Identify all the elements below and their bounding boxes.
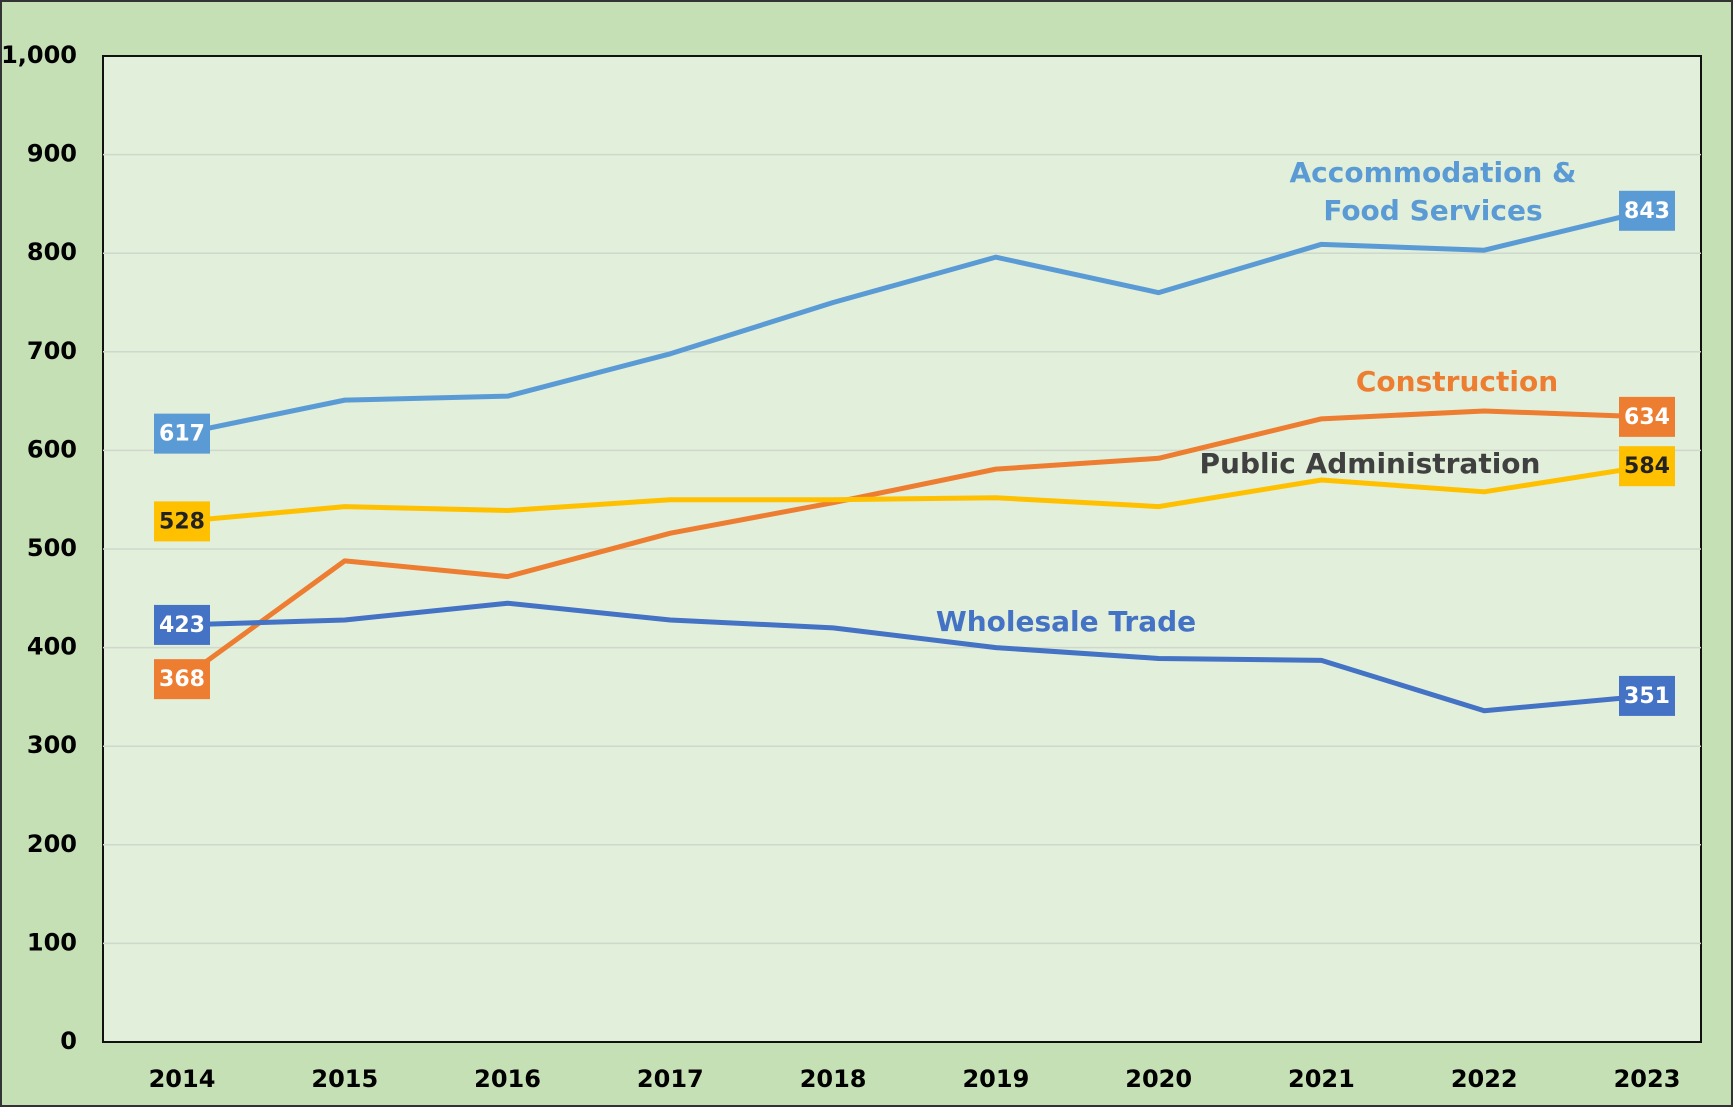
value-label: 368 [159,667,205,692]
series-label: Public Administration [1199,447,1541,480]
value-label-box [154,659,210,700]
value-label-box [1619,190,1675,231]
value-label-box [1619,446,1675,487]
y-tick-label: 900 [27,140,77,168]
value-label-box [1619,396,1675,437]
value-label: 617 [159,422,205,447]
y-tick-label: 800 [27,238,77,266]
value-label: 351 [1624,684,1670,709]
value-label-box [1619,675,1675,716]
value-label: 634 [1624,405,1670,430]
value-label: 528 [159,509,205,534]
y-tick-label: 600 [27,435,77,463]
x-tick-label: 2019 [962,1065,1029,1093]
x-tick-label: 2016 [474,1065,541,1093]
series-line [181,463,1648,524]
value-label-box [154,501,210,542]
value-label-box [154,604,210,645]
value-label-box [154,413,210,454]
x-tick-label: 2015 [311,1065,378,1093]
series-line [181,208,1648,437]
y-tick-label: 400 [27,633,77,661]
y-tick-label: 300 [27,731,77,759]
x-tick-label: 2020 [1125,1065,1192,1093]
y-tick-label: 1,000 [1,41,77,69]
series-line [180,408,1648,682]
series-label: Wholesale Trade [935,605,1197,638]
series-label: Construction [1355,365,1559,398]
x-tick-label: 2014 [149,1065,216,1093]
y-tick-label: 500 [27,534,77,562]
x-tick-label: 2021 [1288,1065,1355,1093]
series-line [181,600,1648,714]
series-label: Accommodation & Food Services [1289,156,1577,227]
y-tick-label: 0 [60,1027,77,1055]
value-label: 423 [159,613,205,638]
x-tick-label: 2017 [637,1065,704,1093]
value-label: 584 [1624,454,1670,479]
x-tick-label: 2022 [1451,1065,1518,1093]
y-tick-label: 100 [27,928,77,956]
x-tick-label: 2023 [1614,1065,1681,1093]
y-tick-label: 700 [27,337,77,365]
y-tick-label: 200 [27,830,77,858]
value-label: 843 [1624,199,1670,224]
x-tick-label: 2018 [800,1065,867,1093]
